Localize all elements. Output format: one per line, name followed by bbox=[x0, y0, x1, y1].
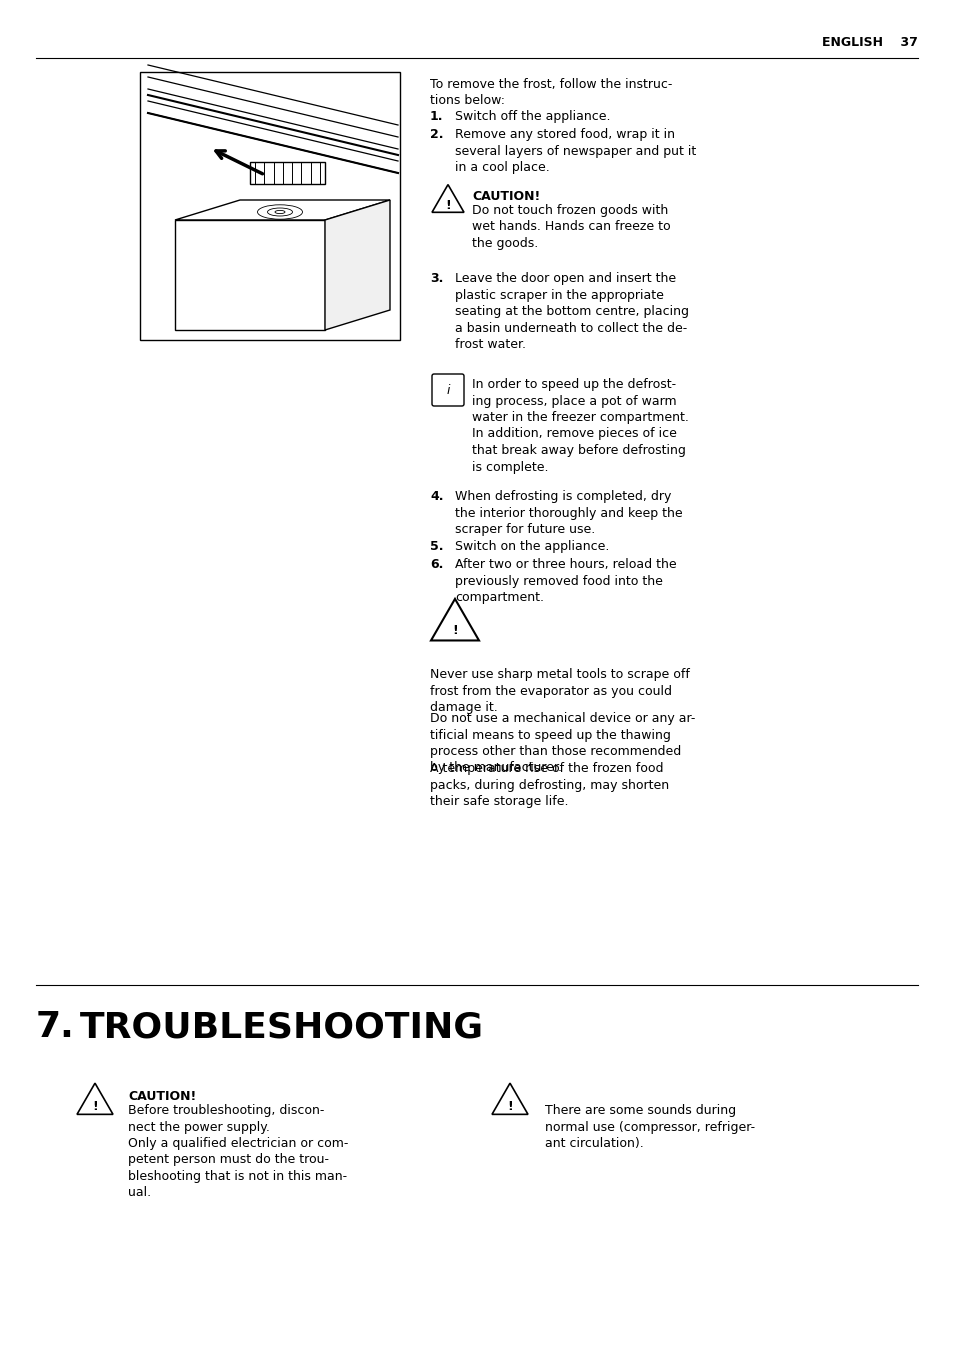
Text: CAUTION!: CAUTION! bbox=[472, 191, 539, 203]
Text: Before troubleshooting, discon-
nect the power supply.
Only a qualified electric: Before troubleshooting, discon- nect the… bbox=[128, 1105, 348, 1199]
Text: 2.: 2. bbox=[430, 128, 443, 141]
Text: Switch off the appliance.: Switch off the appliance. bbox=[455, 110, 610, 123]
Polygon shape bbox=[325, 200, 390, 330]
Text: In order to speed up the defrost-
ing process, place a pot of warm
water in the : In order to speed up the defrost- ing pr… bbox=[472, 379, 688, 473]
Text: A temperature rise of the frozen food
packs, during defrosting, may shorten
thei: A temperature rise of the frozen food pa… bbox=[430, 763, 668, 808]
Bar bbox=[250, 162, 325, 184]
Text: Remove any stored food, wrap it in
several layers of newspaper and put it
in a c: Remove any stored food, wrap it in sever… bbox=[455, 128, 696, 174]
Text: Do not use a mechanical device or any ar-
tificial means to speed up the thawing: Do not use a mechanical device or any ar… bbox=[430, 713, 695, 775]
Text: Leave the door open and insert the
plastic scraper in the appropriate
seating at: Leave the door open and insert the plast… bbox=[455, 272, 688, 352]
Text: CAUTION!: CAUTION! bbox=[128, 1090, 196, 1103]
Text: 4.: 4. bbox=[430, 489, 443, 503]
Text: !: ! bbox=[452, 623, 457, 637]
Text: !: ! bbox=[445, 199, 451, 212]
Text: 1.: 1. bbox=[430, 110, 443, 123]
Text: !: ! bbox=[92, 1101, 98, 1113]
Text: Never use sharp metal tools to scrape off
frost from the evaporator as you could: Never use sharp metal tools to scrape of… bbox=[430, 668, 689, 714]
Text: i: i bbox=[446, 384, 449, 396]
Polygon shape bbox=[174, 220, 325, 330]
Text: 3.: 3. bbox=[430, 272, 443, 285]
Text: To remove the frost, follow the instruc-
tions below:: To remove the frost, follow the instruc-… bbox=[430, 78, 672, 108]
Text: 5.: 5. bbox=[430, 539, 443, 553]
Text: There are some sounds during
normal use (compressor, refriger-
ant circulation).: There are some sounds during normal use … bbox=[544, 1105, 755, 1151]
Text: TROUBLESHOOTING: TROUBLESHOOTING bbox=[80, 1010, 483, 1044]
Text: 6.: 6. bbox=[430, 558, 443, 571]
Text: Do not touch frozen goods with
wet hands. Hands can freeze to
the goods.: Do not touch frozen goods with wet hands… bbox=[472, 204, 670, 250]
Text: Switch on the appliance.: Switch on the appliance. bbox=[455, 539, 609, 553]
Text: When defrosting is completed, dry
the interior thoroughly and keep the
scraper f: When defrosting is completed, dry the in… bbox=[455, 489, 682, 535]
Text: 7.: 7. bbox=[36, 1010, 74, 1044]
Text: ENGLISH    37: ENGLISH 37 bbox=[821, 35, 917, 49]
Text: !: ! bbox=[507, 1101, 513, 1113]
Polygon shape bbox=[174, 200, 390, 220]
Bar bbox=[140, 72, 399, 339]
Text: After two or three hours, reload the
previously removed food into the
compartmen: After two or three hours, reload the pre… bbox=[455, 558, 676, 604]
